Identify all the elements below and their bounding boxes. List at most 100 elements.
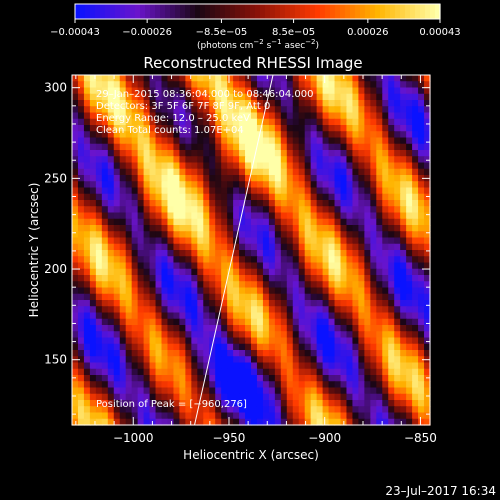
heatmap-cell — [77, 162, 85, 170]
heatmap-cell — [143, 200, 151, 207]
heatmap-cell — [113, 187, 121, 195]
heatmap-cell — [113, 75, 121, 82]
heatmap-cell — [412, 93, 419, 101]
heatmap-cell — [209, 137, 216, 145]
heatmap-cell — [352, 400, 359, 407]
heatmap-cell — [268, 387, 276, 395]
heatmap-cell — [119, 93, 127, 101]
heatmap-cell — [125, 112, 133, 120]
heatmap-cell — [418, 206, 425, 214]
heatmap-cell — [215, 150, 222, 157]
colorbar-swatch — [115, 4, 121, 19]
heatmap-cell — [72, 168, 79, 176]
heatmap-cell — [334, 125, 342, 132]
heatmap-cell — [119, 406, 127, 414]
heatmap-cell — [89, 256, 97, 264]
heatmap-cell — [364, 356, 371, 364]
heatmap-cell — [179, 281, 186, 289]
heatmap-cell — [107, 418, 115, 426]
heatmap-cell — [89, 156, 97, 164]
heatmap-cell — [382, 306, 389, 314]
heatmap-cell — [400, 331, 407, 339]
heatmap-cell — [292, 400, 300, 407]
heatmap-cell — [262, 412, 270, 420]
heatmap-cell — [280, 300, 288, 307]
heatmap-cell — [316, 293, 324, 301]
heatmap-cell — [298, 350, 306, 357]
heatmap-cell — [203, 262, 210, 270]
heatmap-cell — [173, 81, 180, 89]
heatmap-cell — [77, 125, 85, 132]
heatmap-cell — [352, 331, 359, 339]
heatmap-cell — [197, 93, 204, 101]
heatmap-cell — [364, 312, 371, 320]
heatmap-cell — [364, 262, 371, 270]
heatmap-cell — [251, 75, 258, 82]
heatmap-cell — [125, 331, 133, 339]
heatmap-cell — [406, 318, 413, 326]
heatmap-cell — [304, 381, 312, 389]
heatmap-cell — [406, 275, 413, 282]
heatmap-cell — [412, 87, 419, 95]
heatmap-cell — [221, 162, 228, 170]
heatmap-cell — [310, 156, 318, 164]
heatmap-cell — [412, 400, 419, 407]
heatmap-cell — [221, 281, 228, 289]
heatmap-cell — [89, 237, 97, 245]
heatmap-cell — [316, 137, 324, 145]
heatmap-cell — [239, 337, 246, 345]
heatmap-cell — [370, 350, 377, 357]
heatmap-cell — [412, 262, 419, 270]
heatmap-cell — [394, 93, 401, 101]
heatmap-cell — [125, 256, 133, 264]
heatmap-cell — [382, 387, 389, 395]
heatmap-cell — [131, 312, 139, 320]
y-tick-label: 200 — [44, 262, 67, 276]
heatmap-cell — [310, 243, 318, 251]
heatmap-cell — [191, 312, 198, 320]
heatmap-cell — [209, 368, 216, 376]
heatmap-cell — [197, 212, 204, 220]
heatmap-cell — [346, 312, 354, 320]
heatmap-cell — [221, 125, 228, 132]
heatmap-cell — [406, 225, 413, 232]
heatmap-cell — [185, 343, 192, 351]
heatmap-cell — [233, 218, 240, 226]
heatmap-cell — [358, 75, 365, 82]
heatmap-cell — [215, 106, 222, 114]
heatmap-cell — [388, 231, 395, 239]
footer-timestamp: 23–Jul–2017 16:34 — [385, 484, 496, 498]
heatmap-cell — [185, 318, 192, 326]
heatmap-cell — [388, 87, 395, 95]
heatmap-cell — [119, 106, 127, 114]
heatmap-cell — [358, 231, 365, 239]
colorbar-swatch — [375, 4, 381, 19]
heatmap-cell — [233, 162, 240, 170]
heatmap-cell — [173, 100, 180, 107]
heatmap-cell — [101, 343, 109, 351]
heatmap-cell — [113, 262, 121, 270]
heatmap-cell — [89, 268, 97, 276]
heatmap-cell — [406, 212, 413, 220]
heatmap-cell — [346, 175, 354, 182]
heatmap-cell — [203, 212, 210, 220]
heatmap-cell — [334, 356, 342, 364]
heatmap-cell — [328, 331, 336, 339]
heatmap-cell — [268, 256, 276, 264]
heatmap-cell — [203, 400, 210, 407]
heatmap-cell — [400, 143, 407, 151]
heatmap-cell — [328, 106, 336, 114]
heatmap-cell — [221, 275, 228, 282]
heatmap-cell — [382, 406, 389, 414]
heatmap-cell — [400, 112, 407, 120]
heatmap-cell — [310, 93, 318, 101]
heatmap-cell — [334, 187, 342, 195]
heatmap-cell — [262, 375, 270, 382]
heatmap-cell — [161, 350, 169, 357]
heatmap-cell — [143, 306, 151, 314]
heatmap-cell — [376, 400, 383, 407]
heatmap-cell — [221, 387, 228, 395]
heatmap-cell — [310, 181, 318, 189]
heatmap-cell — [412, 125, 419, 132]
heatmap-cell — [274, 262, 282, 270]
